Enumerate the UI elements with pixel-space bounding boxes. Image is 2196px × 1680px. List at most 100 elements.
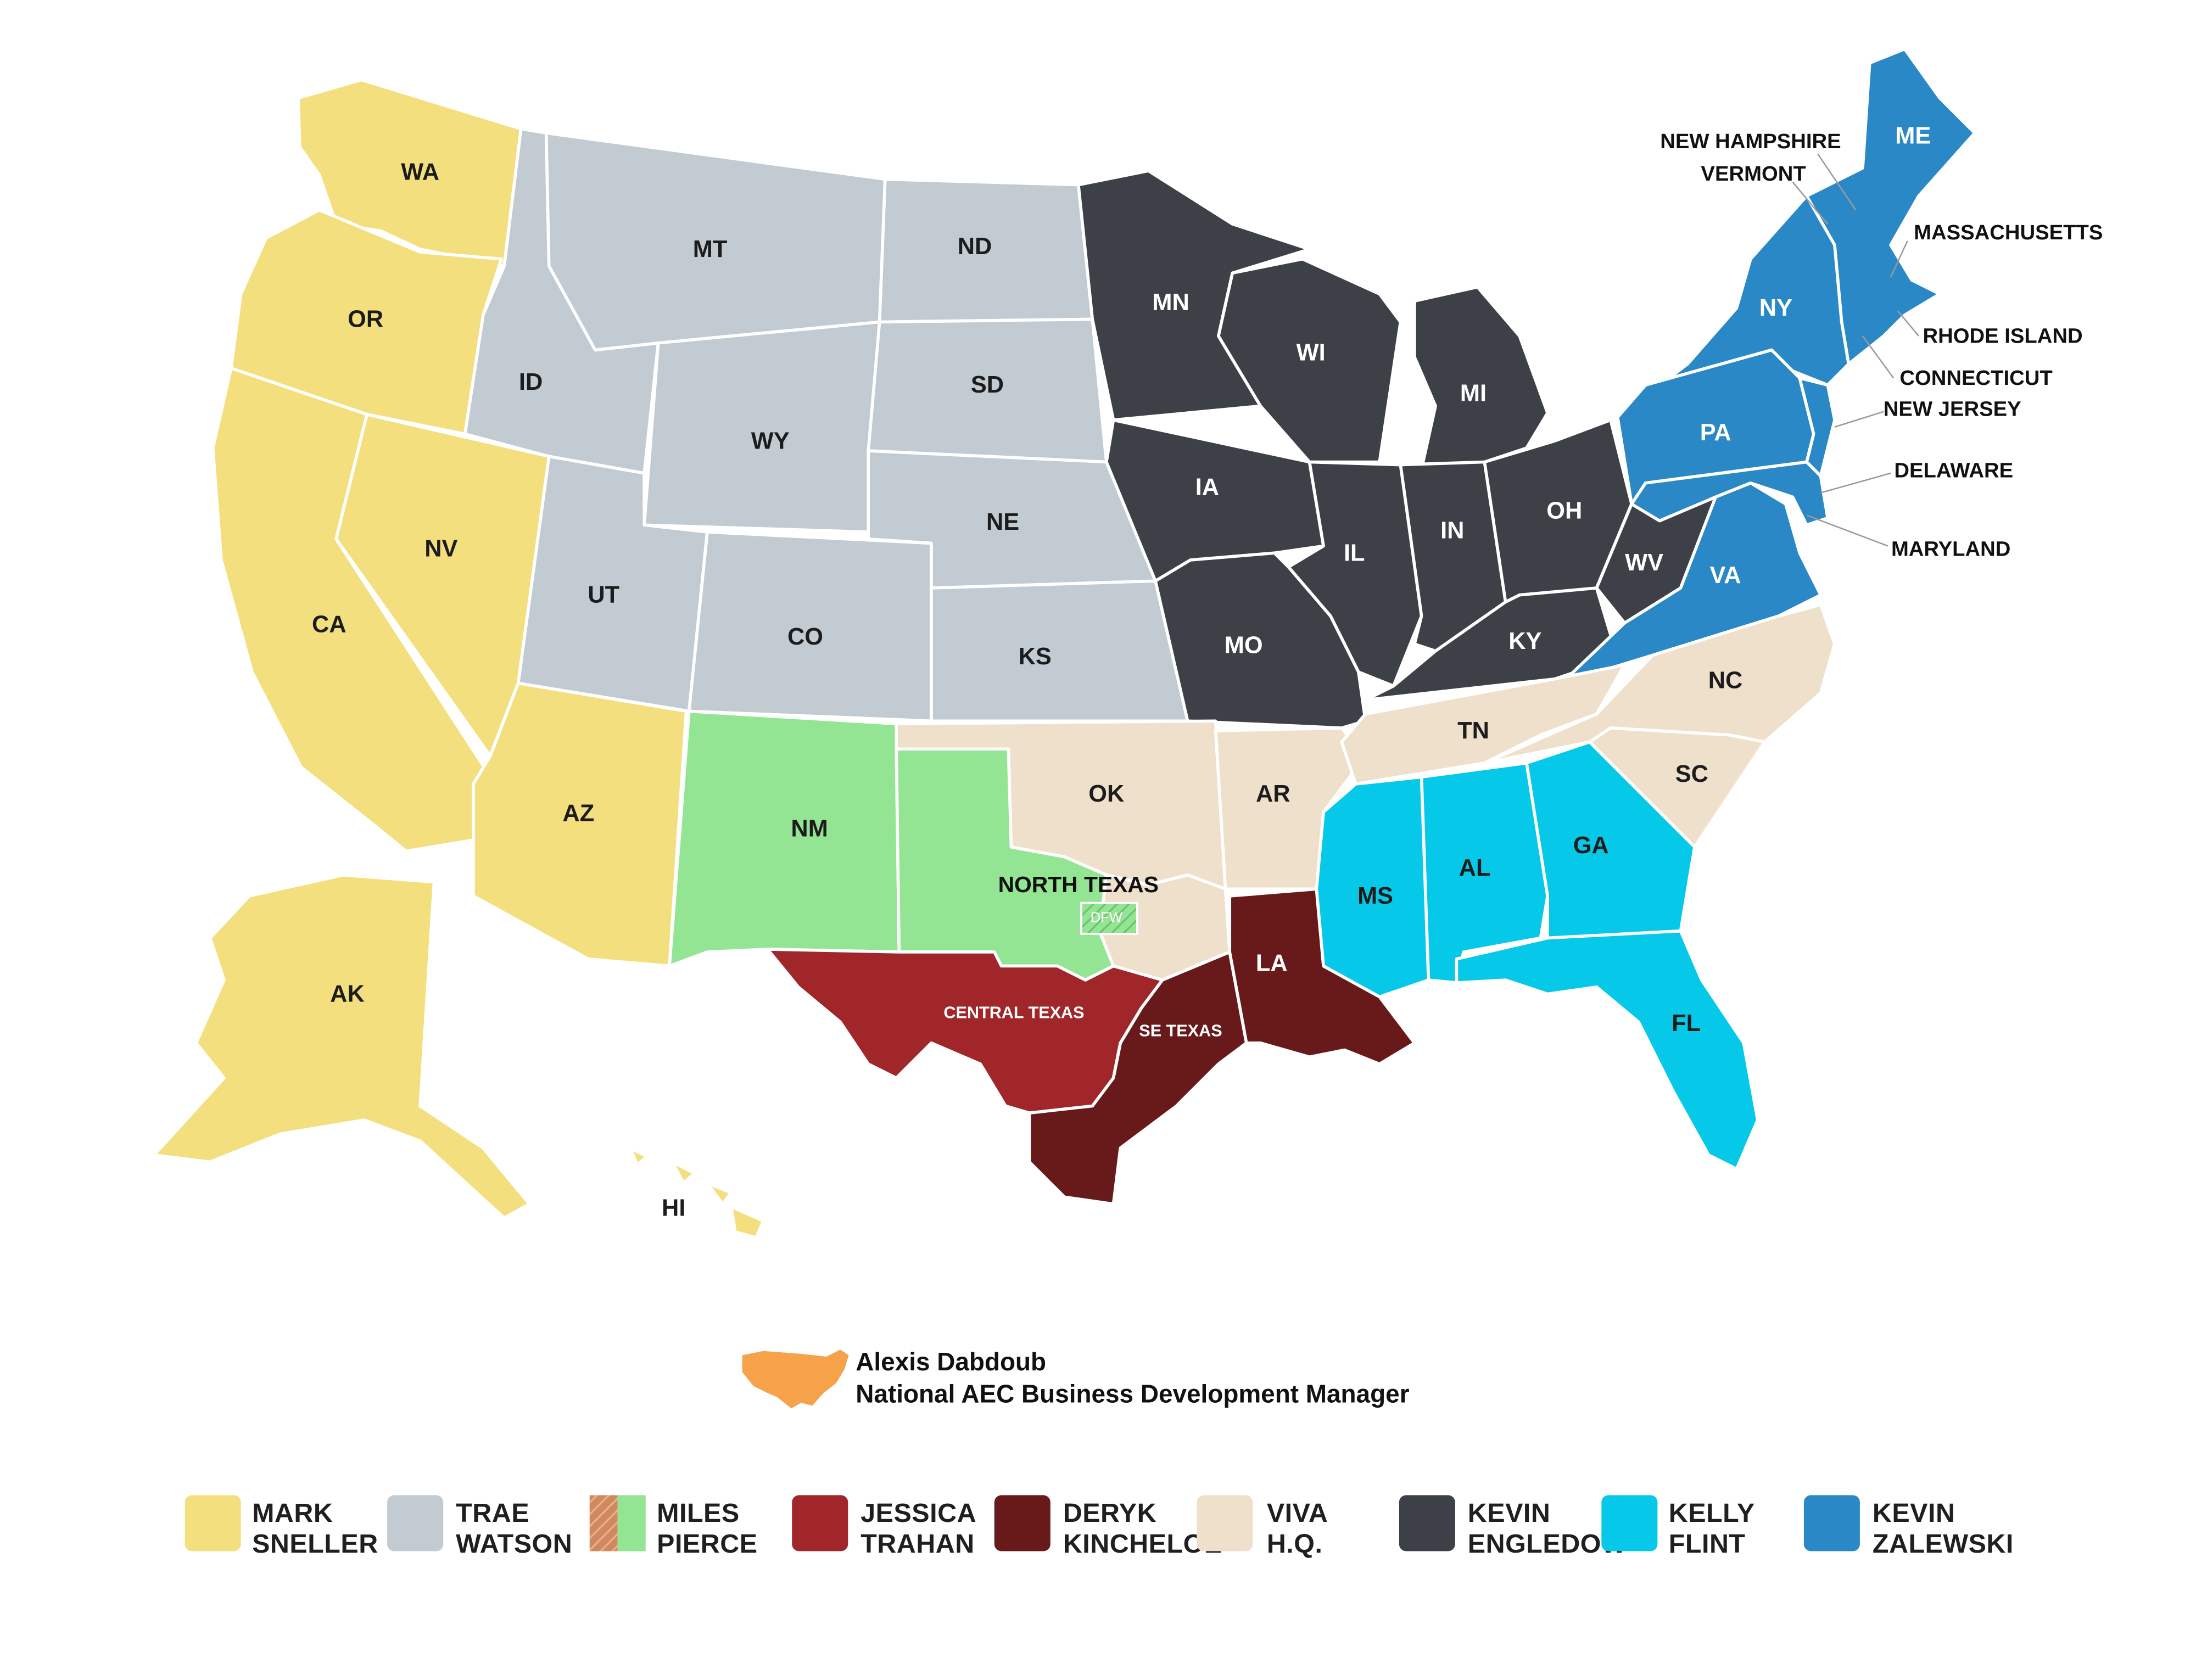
state-nm[interactable] bbox=[668, 709, 901, 968]
territory-deryk-kincheloe bbox=[1027, 887, 1416, 1206]
legend-swatch bbox=[1803, 1495, 1860, 1552]
label-wi: WI bbox=[1297, 340, 1326, 366]
label-la: LA bbox=[1256, 950, 1288, 976]
label-il: IL bbox=[1344, 540, 1365, 566]
label-fl: FL bbox=[1672, 1010, 1701, 1037]
label-mt: MT bbox=[693, 236, 728, 262]
state-new-england[interactable] bbox=[1805, 47, 1976, 366]
state-hi[interactable] bbox=[628, 1146, 765, 1240]
label-oh: OH bbox=[1546, 498, 1582, 524]
label-or: OR bbox=[348, 306, 383, 332]
label-hi: HI bbox=[662, 1195, 685, 1222]
legend-label-line1: KELLY bbox=[1669, 1498, 1755, 1528]
label-ia: IA bbox=[1195, 474, 1219, 500]
label-wa: WA bbox=[401, 159, 439, 186]
label-pa: PA bbox=[1700, 419, 1731, 446]
territory-kevin-engledow bbox=[1076, 169, 1718, 730]
label-delaware: DELAWARE bbox=[1894, 458, 2013, 482]
national-manager-name: Alexis Dabdoub bbox=[856, 1347, 1046, 1376]
label-dfw: DFW bbox=[1091, 910, 1122, 926]
label-new-jersey: NEW JERSEY bbox=[1884, 397, 2021, 421]
label-mi: MI bbox=[1460, 380, 1487, 407]
territory-jessica-trahan bbox=[765, 948, 1164, 1115]
territory-mark-sneller bbox=[152, 78, 765, 1240]
region-dfw[interactable] bbox=[1080, 901, 1138, 935]
legend-label-line1: MARK bbox=[252, 1498, 333, 1528]
state-ga[interactable] bbox=[1525, 740, 1696, 940]
legend-label-line2: WATSON bbox=[456, 1529, 572, 1559]
national-manager-title: National AEC Business Development Manage… bbox=[856, 1379, 1409, 1408]
state-ks[interactable] bbox=[930, 579, 1189, 723]
legend-swatch bbox=[617, 1495, 646, 1552]
region-se-texas[interactable] bbox=[1027, 950, 1248, 1206]
label-nd: ND bbox=[958, 233, 992, 260]
label-ok: OK bbox=[1088, 781, 1124, 807]
state-wy[interactable] bbox=[642, 320, 881, 534]
label-ne: NE bbox=[986, 509, 1019, 535]
legend-label-line2: KINCHELOE bbox=[1063, 1529, 1222, 1559]
state-md-de[interactable] bbox=[1630, 460, 1830, 527]
territory-trae-watson bbox=[463, 127, 1189, 723]
state-labels: WA OR CA NV AZ AK HI MT ID WY UT CO ND S… bbox=[312, 122, 1931, 1221]
label-se-texas: SE TEXAS bbox=[1139, 1021, 1222, 1040]
leader-vt bbox=[1792, 181, 1829, 225]
label-rhode-island: RHODE ISLAND bbox=[1923, 324, 2082, 348]
territory-kelly-flint bbox=[1315, 740, 1759, 1171]
legend-label-line2: ZALEWSKI bbox=[1873, 1529, 2014, 1559]
legend-label-line1: KEVIN bbox=[1468, 1498, 1551, 1528]
territory-viva-hq bbox=[895, 603, 1836, 982]
legend-label-line2: FLINT bbox=[1669, 1529, 1746, 1559]
legend: MARKSNELLERTRAEWATSONMILESPIERCEJESSICAT… bbox=[185, 1495, 2014, 1559]
region-central-texas[interactable] bbox=[765, 948, 1164, 1115]
leader-nj bbox=[1834, 411, 1884, 428]
label-nc: NC bbox=[1708, 667, 1743, 693]
label-ar: AR bbox=[1256, 781, 1290, 807]
label-north-texas: NORTH TEXAS bbox=[998, 872, 1159, 897]
label-wv: WV bbox=[1625, 550, 1663, 576]
label-sd: SD bbox=[971, 372, 1004, 398]
territory-miles-pierce bbox=[668, 709, 1138, 982]
usa-silhouette-icon bbox=[742, 1349, 849, 1409]
label-tn: TN bbox=[1457, 718, 1489, 744]
state-fl[interactable] bbox=[1455, 929, 1759, 1171]
label-vermont: VERMONT bbox=[1701, 162, 1806, 186]
state-ak[interactable] bbox=[152, 873, 531, 1220]
state-mo[interactable] bbox=[1154, 551, 1367, 730]
state-az[interactable] bbox=[472, 681, 688, 968]
legend-swatch bbox=[387, 1495, 444, 1552]
label-nv: NV bbox=[424, 536, 457, 562]
label-wy: WY bbox=[751, 428, 790, 454]
label-new-hampshire: NEW HAMPSHIRE bbox=[1660, 130, 1841, 153]
leader-ct bbox=[1862, 335, 1895, 379]
leader-ma bbox=[1890, 240, 1908, 278]
state-mi[interactable] bbox=[1413, 285, 1549, 471]
legend-label-line1: KEVIN bbox=[1873, 1498, 1955, 1528]
legend-label-line1: DERYK bbox=[1063, 1498, 1156, 1528]
label-ga: GA bbox=[1573, 832, 1609, 859]
label-maryland: MARYLAND bbox=[1891, 537, 2010, 561]
label-central-texas: CENTRAL TEXAS bbox=[943, 1003, 1084, 1022]
label-nm: NM bbox=[791, 816, 828, 842]
leader-ri bbox=[1897, 310, 1920, 337]
legend-swatch bbox=[994, 1495, 1050, 1552]
label-ak: AK bbox=[330, 981, 365, 1007]
leader-de bbox=[1820, 472, 1891, 494]
state-wi[interactable] bbox=[1217, 257, 1402, 464]
legend-label-line1: VIVA bbox=[1267, 1498, 1328, 1528]
legend-label-line1: MILES bbox=[657, 1498, 740, 1528]
label-ks: KS bbox=[1019, 643, 1052, 670]
label-ca: CA bbox=[312, 611, 347, 637]
state-wa[interactable] bbox=[297, 78, 523, 268]
label-in: IN bbox=[1440, 517, 1464, 544]
legend-swatch bbox=[792, 1495, 848, 1552]
label-ny: NY bbox=[1759, 295, 1792, 321]
label-al: AL bbox=[1459, 855, 1491, 881]
label-sc: SC bbox=[1675, 761, 1708, 787]
legend-label-line2: PIERCE bbox=[657, 1529, 757, 1559]
